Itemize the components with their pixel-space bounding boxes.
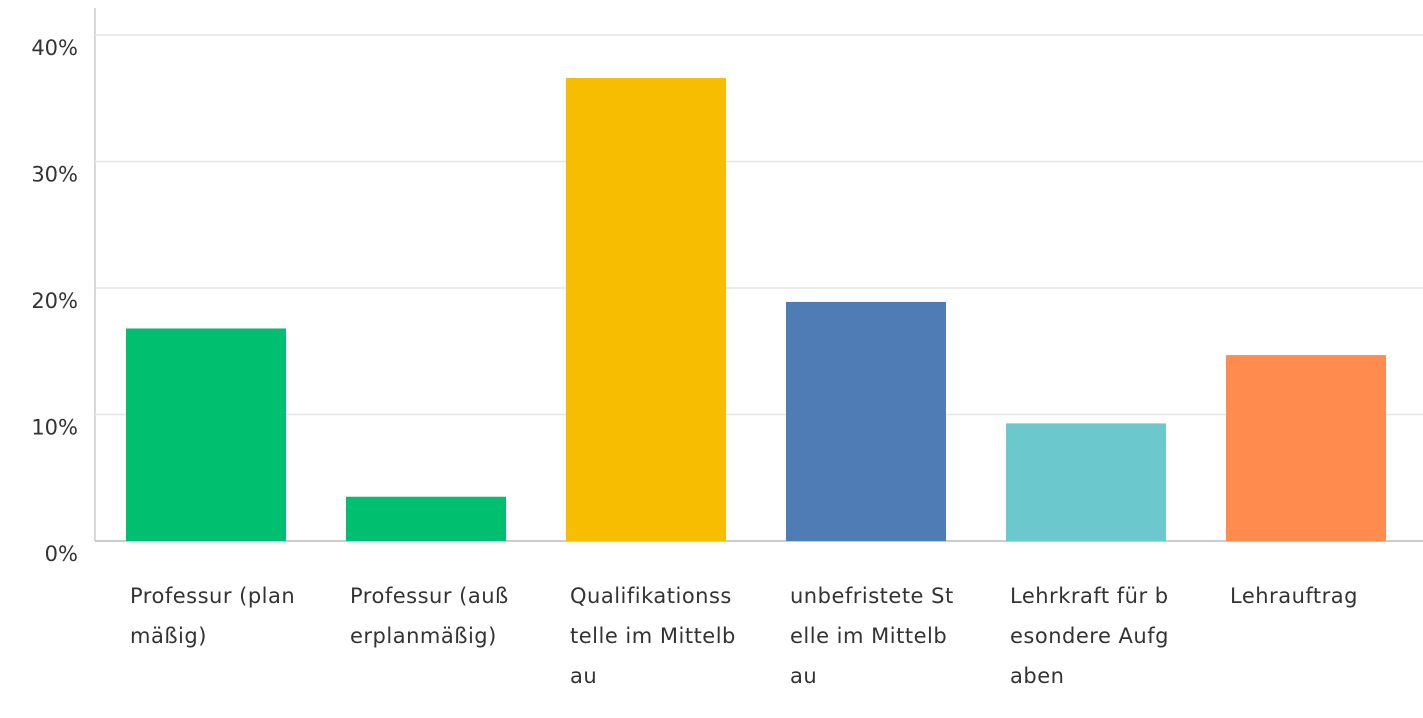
bar (1006, 423, 1166, 541)
y-tick-label: 10% (31, 416, 78, 440)
bar (346, 496, 506, 541)
y-tick-label: 0% (45, 542, 78, 566)
x-tick-label: Qualifikationsstelle im Mittelbau (570, 584, 736, 688)
x-tick-label: Lehrauftrag (1230, 584, 1358, 608)
y-tick-label: 20% (31, 289, 78, 313)
y-tick-label: 40% (31, 36, 78, 60)
x-tick-label: Professur (außerplanmäßig) (350, 584, 509, 648)
x-tick-label: unbefristete Stelle im Mittelbau (790, 584, 954, 688)
bar (566, 78, 726, 541)
x-tick-label: Lehrkraft für besondere Aufgaben (1010, 584, 1169, 688)
x-tick-label: Professur (planmäßig) (130, 584, 296, 648)
bar (786, 301, 946, 541)
bar (1226, 355, 1386, 541)
y-tick-label: 30% (31, 163, 78, 187)
bar (126, 328, 286, 541)
